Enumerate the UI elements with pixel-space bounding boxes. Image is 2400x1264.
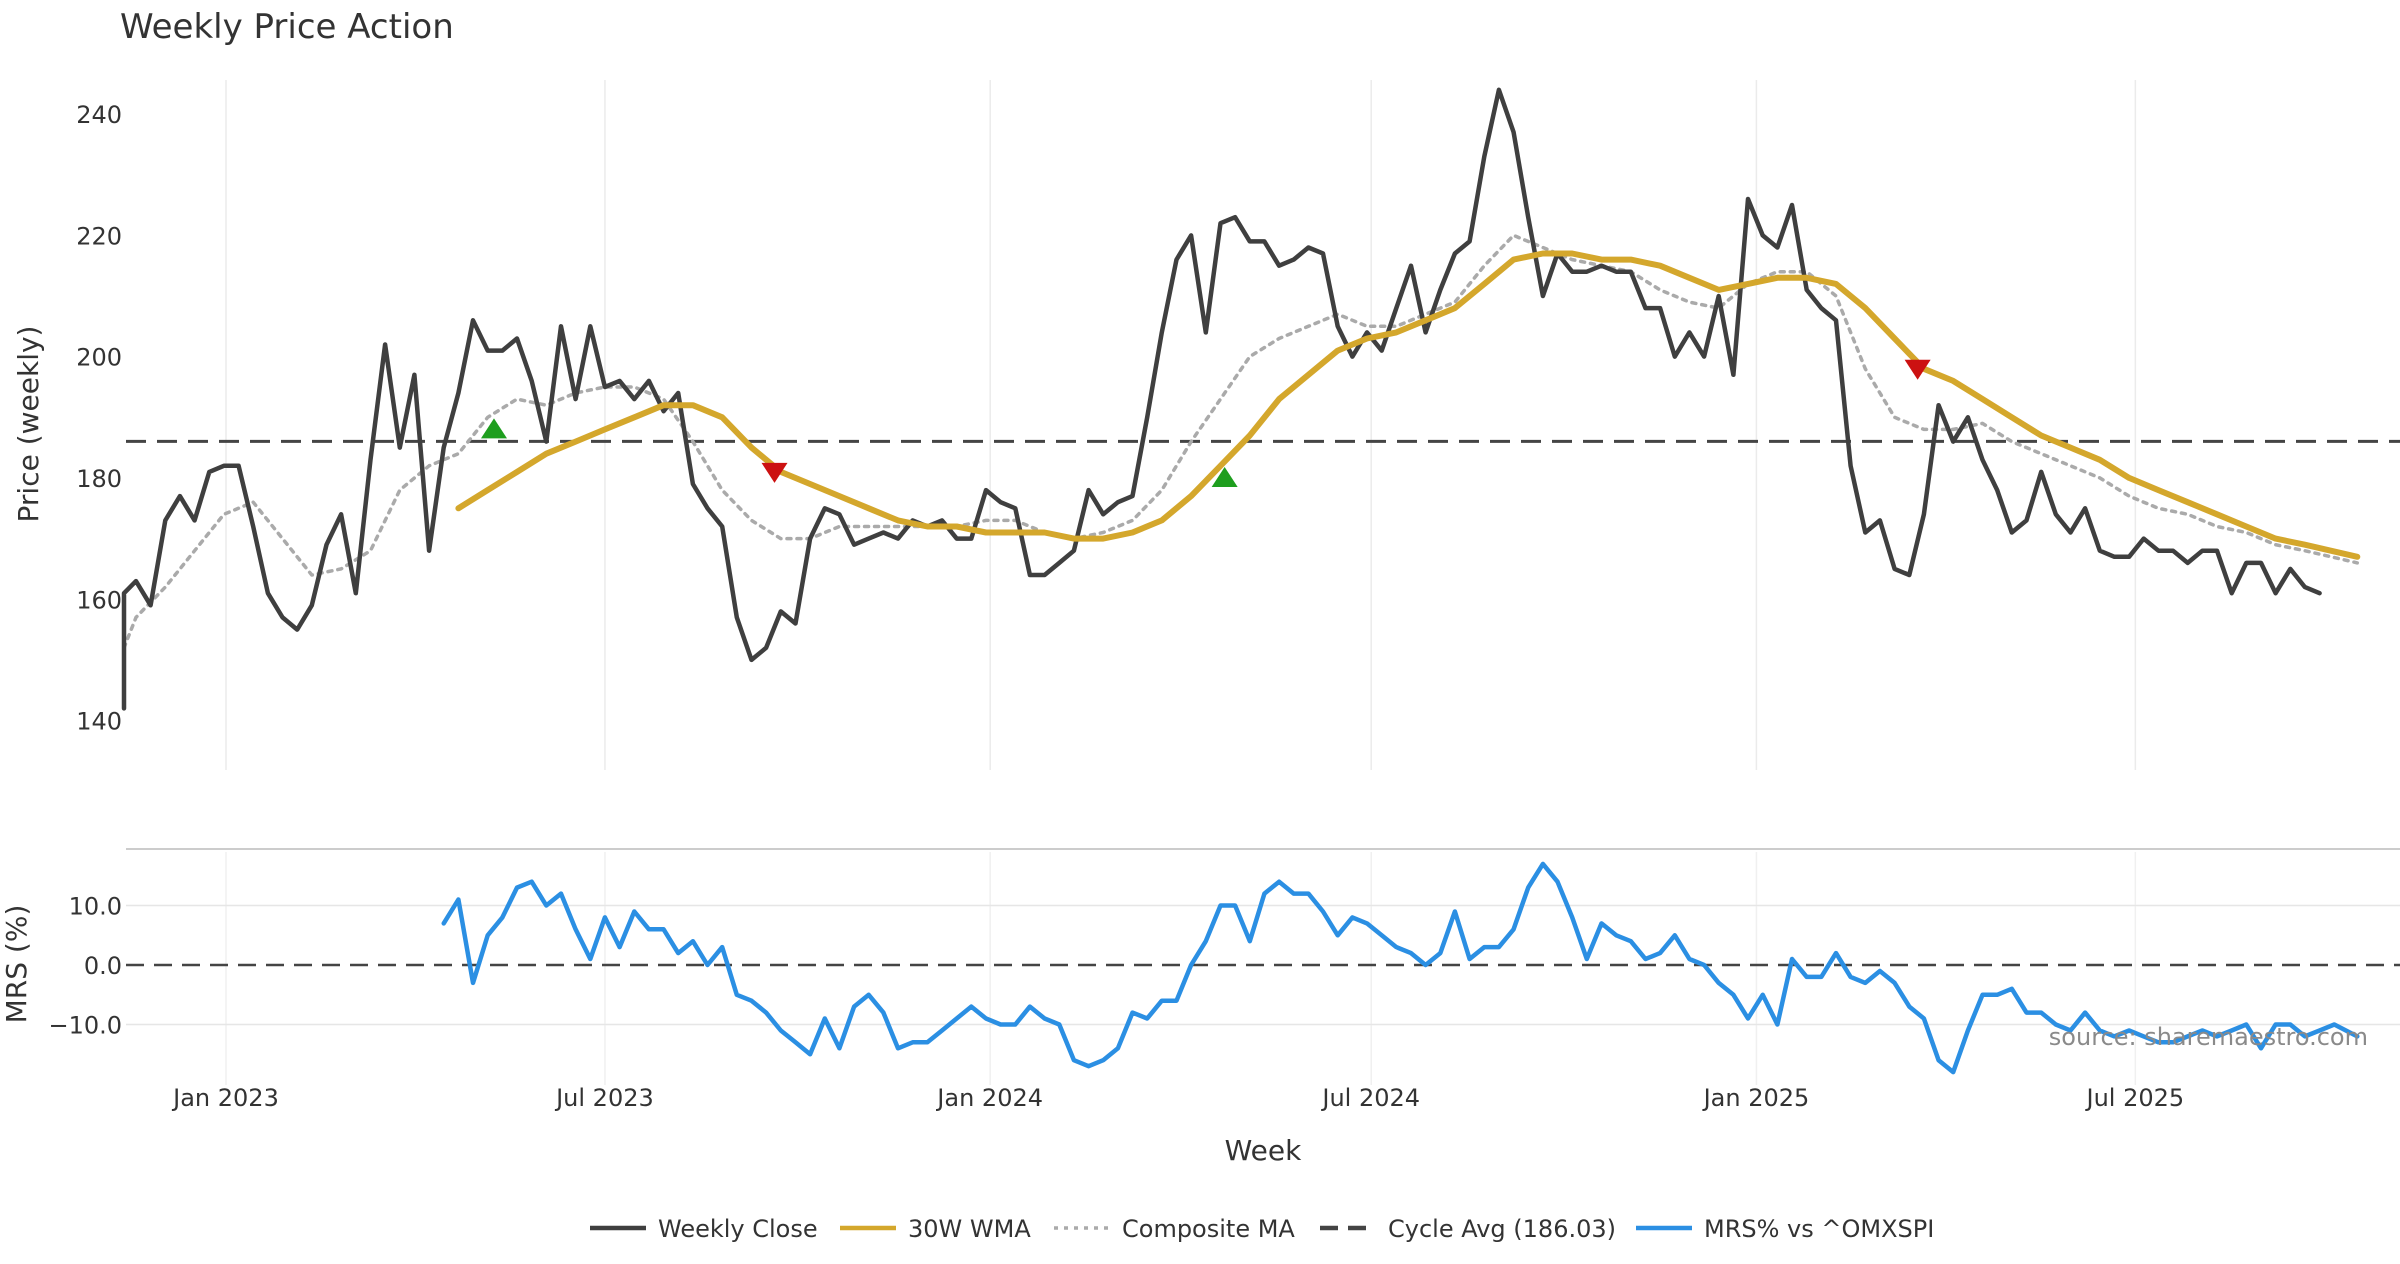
legend-item-cycle-avg-186-03: Cycle Avg (186.03) — [1320, 1215, 1616, 1243]
price-panel-series — [121, 87, 2400, 711]
sell-signal-marker — [1904, 359, 1931, 380]
source-label: source: sharemaestro.com — [2049, 1023, 2368, 1051]
legend-label-mrs-vs-omxspi: MRS% vs ^OMXSPI — [1704, 1215, 1934, 1243]
mrs-y-tick-label-0: 0.0 — [84, 952, 122, 980]
price-panel-grid — [225, 80, 2137, 770]
price-y-axis-ticks: 140 160 180 200 220 240 — [76, 101, 122, 736]
legend-label-weekly-close: Weekly Close — [658, 1215, 818, 1243]
legend-label-30w-wma: 30W WMA — [908, 1215, 1031, 1243]
signal-markers — [480, 359, 1931, 487]
legend-item-30w-wma: 30W WMA — [840, 1215, 1031, 1243]
x-tick-label-jul-2023: Jul 2023 — [554, 1084, 654, 1112]
chart-legend: Weekly Close 30W WMA Composite MA Cycle Avg… — [590, 1215, 1934, 1243]
legend-item-mrs-vs-omxspi: MRS% vs ^OMXSPI — [1636, 1215, 1934, 1243]
x-axis-title: Week — [1225, 1134, 1302, 1167]
mrs-y-axis-ticks: 10.0 0.0 −10.0 — [48, 893, 122, 1040]
legend-item-composite-ma: Composite MA — [1054, 1215, 1295, 1243]
price-y-tick-label-160: 160 — [76, 586, 122, 614]
x-tick-label-jul-2024: Jul 2024 — [1320, 1084, 1420, 1112]
chart-title: Weekly Price Action — [120, 7, 454, 47]
price-y-tick-label-140: 140 — [76, 708, 122, 736]
mrs-panel-series — [126, 861, 2400, 1075]
buy-signal-marker — [480, 418, 507, 439]
series-line-30w-wma — [455, 250, 2361, 560]
x-tick-label-jan-2023: Jan 2023 — [171, 1084, 279, 1112]
x-tick-label-jul-2025: Jul 2025 — [2085, 1084, 2185, 1112]
x-tick-label-jan-2024: Jan 2024 — [935, 1084, 1043, 1112]
price-y-tick-label-240: 240 — [76, 101, 122, 129]
legend-label-composite-ma: Composite MA — [1122, 1215, 1295, 1243]
legend-label-cycle-avg-186-03: Cycle Avg (186.03) — [1388, 1215, 1616, 1243]
price-y-axis-title: Price (weekly) — [12, 326, 45, 523]
price-y-tick-label-180: 180 — [76, 465, 122, 493]
x-tick-label-jan-2025: Jan 2025 — [1702, 1084, 1810, 1112]
price-y-tick-label-200: 200 — [76, 344, 122, 372]
sell-signal-marker — [761, 462, 788, 483]
mrs-y-axis-title: MRS (%) — [0, 905, 33, 1024]
buy-signal-marker — [1211, 466, 1238, 487]
mrs-y-tick-label-10: 10.0 — [69, 893, 122, 921]
legend-item-weekly-close: Weekly Close — [590, 1215, 818, 1243]
series-line-mrs-vs-omxspi — [441, 861, 2360, 1075]
series-line-weekly-close — [121, 87, 2322, 711]
x-axis-ticks: Jan 2023 Jul 2023 Jan 2024 Jul 2024 Jan 2025… — [171, 1084, 2184, 1112]
mrs-y-tick-label-10: −10.0 — [48, 1012, 122, 1040]
price-y-tick-label-220: 220 — [76, 222, 122, 250]
